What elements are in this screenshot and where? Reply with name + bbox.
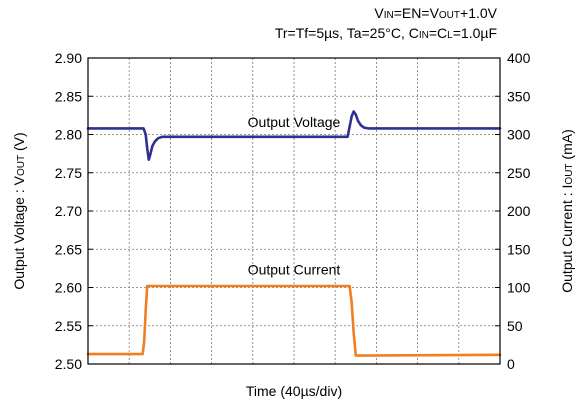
chart-grid (88, 58, 500, 364)
right-tick-label: 50 (507, 318, 523, 334)
offset-label: +1.0V (460, 5, 497, 21)
left-y-axis-label: Output Voltage : VOUT (V) (11, 132, 27, 289)
capacitance-label: =1.0µF (452, 25, 497, 41)
right-tick-label: 200 (507, 203, 531, 219)
left-tick-label: 2.55 (55, 318, 82, 334)
chart-conditions-line-1: VIN=EN=VOUT+1.0V (374, 5, 497, 21)
left-tick-label: 2.70 (55, 203, 82, 219)
right-tick-label: 300 (507, 127, 531, 143)
right-y-axis-label: Output Current : IOUT (mA) (559, 129, 575, 293)
right-axis-ticks: 400 350 300 250 200 150 100 50 0 (495, 50, 531, 372)
chart-annotations: Output Voltage Output Current (248, 114, 341, 278)
cin-label: C (408, 25, 419, 41)
output-voltage-line (86, 110, 502, 161)
left-tick-label: 2.80 (55, 127, 82, 143)
right-tick-label: 400 (507, 50, 531, 66)
cin-subscript: IN (418, 30, 429, 41)
output-voltage-annotation: Output Voltage (248, 114, 341, 130)
timing-conditions-label: Tr=Tf=5µs, Ta=25°C, (274, 25, 409, 41)
right-tick-label: 100 (507, 280, 531, 296)
vin-label: V (374, 5, 384, 21)
chart-series (86, 110, 502, 357)
x-axis-label: Time (40µs/div) (246, 383, 342, 399)
vout-label: V (429, 5, 439, 21)
right-tick-label: 250 (507, 165, 531, 181)
chart-conditions-line-2: Tr=Tf=5µs, Ta=25°C, CIN=CL=1.0µF (275, 25, 497, 41)
cl-label: C (437, 25, 448, 41)
cl-subscript: L (447, 30, 453, 41)
left-tick-label: 2.90 (55, 50, 82, 66)
right-tick-label: 350 (507, 88, 531, 104)
en-equals-label: =EN= (393, 5, 430, 21)
left-tick-label: 2.85 (55, 88, 82, 104)
left-tick-label: 2.60 (55, 280, 82, 296)
cin-equals-label: = (428, 25, 438, 41)
left-tick-label: 2.50 (55, 356, 82, 372)
vin-subscript: IN (383, 10, 394, 21)
left-axis-ticks: 2.90 2.85 2.80 2.75 2.70 2.65 2.60 2.55 2.50 (55, 50, 93, 372)
vout-subscript: OUT (438, 10, 461, 21)
right-tick-label: 150 (507, 241, 531, 257)
left-tick-label: 2.65 (55, 241, 82, 257)
left-tick-label: 2.75 (55, 165, 82, 181)
output-current-line (86, 284, 502, 357)
right-tick-label: 0 (507, 356, 515, 372)
output-current-annotation: Output Current (248, 261, 341, 277)
